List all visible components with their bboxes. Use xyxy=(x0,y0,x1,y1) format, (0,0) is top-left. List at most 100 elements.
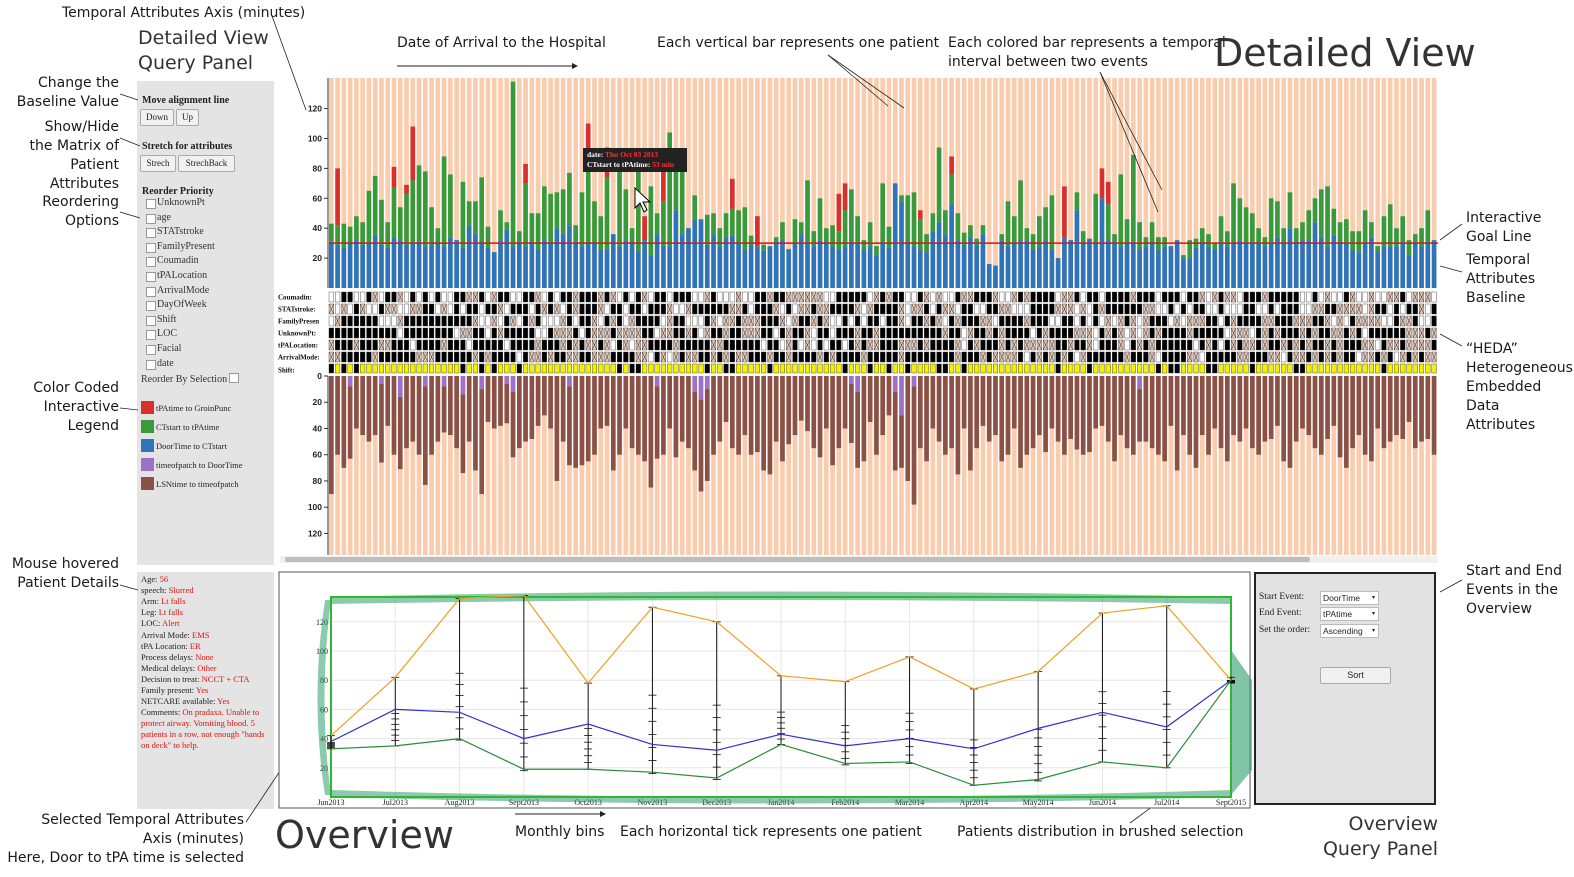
interval-bar xyxy=(1394,376,1399,436)
interval-bar xyxy=(955,213,961,241)
interval-bar xyxy=(579,192,585,247)
patient-column-bottom xyxy=(473,376,478,555)
matrix-cell xyxy=(410,327,416,339)
interval-bar xyxy=(1406,376,1412,422)
patient-column-bottom xyxy=(1168,376,1174,555)
matrix-cell xyxy=(1187,291,1193,303)
strechback-button[interactable]: StrechBack xyxy=(178,155,235,172)
matrix-cell xyxy=(886,351,892,363)
matrix-cell-cross xyxy=(635,339,641,351)
shift-cell xyxy=(360,363,366,374)
priority-checkbox[interactable] xyxy=(146,286,156,297)
down-button[interactable]: Down xyxy=(140,109,174,126)
brush-distribution-top xyxy=(331,591,1231,604)
interval-bar xyxy=(936,222,942,288)
start-event-select[interactable]: DoorTime ▾ xyxy=(1320,591,1379,605)
matrix-cell xyxy=(535,351,541,363)
patient-column-bottom xyxy=(592,376,597,555)
priority-checkbox[interactable] xyxy=(146,330,156,341)
matrix-cell xyxy=(648,291,654,303)
matrix-cell-cross xyxy=(1187,315,1193,327)
shift-cell xyxy=(1212,363,1218,374)
priority-checkbox[interactable] xyxy=(146,359,156,370)
up-button[interactable]: Up xyxy=(176,109,199,126)
legend-swatch[interactable] xyxy=(141,401,154,414)
patient-column-top xyxy=(679,78,685,288)
patient-column-top xyxy=(516,78,522,288)
matrix-cell xyxy=(529,315,535,327)
end-event-select[interactable]: tPAtime ▾ xyxy=(1320,607,1379,621)
legend-label[interactable]: DoorTime to CTstart xyxy=(156,441,227,451)
matrix-cell xyxy=(598,315,604,327)
interval-bar xyxy=(1149,222,1155,244)
patient-column-top xyxy=(974,78,980,288)
matrix-cell xyxy=(328,351,334,363)
interval-bar xyxy=(968,376,973,471)
legend-label[interactable]: CTstart to tPAtime xyxy=(156,422,220,432)
x-tick-label: Jul2014 xyxy=(1154,798,1179,807)
matrix-cell xyxy=(598,351,604,363)
priority-checkbox[interactable] xyxy=(146,345,156,355)
matrix-cell xyxy=(623,315,629,327)
priority-checkbox[interactable] xyxy=(146,257,156,268)
matrix-cell xyxy=(535,327,541,339)
legend-swatch[interactable] xyxy=(141,458,154,471)
matrix-cell xyxy=(491,303,497,315)
shift-cell xyxy=(435,363,441,374)
priority-checkbox[interactable] xyxy=(146,199,156,209)
matrix-cell-cross xyxy=(1356,315,1362,327)
patient-column-top xyxy=(661,78,666,288)
sort-button[interactable]: Sort xyxy=(1320,667,1391,684)
interval-bar xyxy=(1419,376,1424,442)
patient-column-bottom xyxy=(692,376,698,555)
legend-swatch[interactable] xyxy=(141,420,154,433)
interval-bar xyxy=(943,376,948,455)
matrix-cell xyxy=(1205,303,1212,315)
matrix-cell xyxy=(548,327,554,339)
matrix-cell xyxy=(761,327,767,339)
matrix-cell xyxy=(1118,303,1124,315)
matrix-cell xyxy=(610,315,616,327)
priority-checkbox[interactable] xyxy=(146,272,156,282)
strech-button[interactable]: Strech xyxy=(140,155,176,172)
legend-swatch[interactable] xyxy=(141,439,154,452)
patient-column-bottom xyxy=(949,376,954,555)
matrix-cell-cross xyxy=(560,327,566,339)
interval-bar xyxy=(1356,376,1362,436)
priority-checkbox[interactable] xyxy=(146,228,156,239)
matrix-cell-cross xyxy=(554,303,560,315)
matrix-cell-cross xyxy=(1306,339,1312,351)
matrix-cell xyxy=(1049,339,1055,351)
shift-cell xyxy=(635,363,641,374)
shift-cell xyxy=(873,363,879,374)
matrix-cell xyxy=(591,351,598,363)
patient-column-top xyxy=(1344,78,1349,288)
interval-bar xyxy=(1049,376,1055,429)
detail-row: Family present: Yes xyxy=(141,685,269,696)
priority-label: ArrivalMode xyxy=(157,284,210,296)
patient-column-bottom xyxy=(899,376,904,555)
start-event-value: DoorTime xyxy=(1323,593,1360,603)
priority-checkbox[interactable] xyxy=(146,315,156,326)
priority-checkbox[interactable] xyxy=(146,242,156,253)
legend-label[interactable]: tPAtime to GroinPunc xyxy=(156,403,232,413)
legend-label[interactable]: LSNtime to timeofpatch xyxy=(156,479,239,489)
reorder-by-selection-checkbox[interactable] xyxy=(229,373,239,383)
priority-checkbox[interactable] xyxy=(146,213,156,224)
interval-bar xyxy=(335,244,340,288)
matrix-cell xyxy=(1243,327,1249,339)
matrix-cell xyxy=(1086,327,1092,339)
matrix-cell xyxy=(748,291,754,303)
priority-label: date xyxy=(157,357,174,369)
legend-swatch[interactable] xyxy=(141,477,154,490)
shift-cell xyxy=(1237,363,1243,374)
patient-column-top xyxy=(1400,78,1406,288)
matrix-cell xyxy=(1293,339,1299,351)
priority-checkbox[interactable] xyxy=(146,301,156,312)
legend-label[interactable]: timeofpatch to DoorTime xyxy=(156,460,243,470)
set-order-select[interactable]: Ascending ▾ xyxy=(1320,624,1379,638)
patient-column-top xyxy=(874,78,879,288)
patient-column-top xyxy=(654,78,660,288)
matrix-cell xyxy=(1393,291,1400,303)
shift-cell xyxy=(1205,363,1212,374)
